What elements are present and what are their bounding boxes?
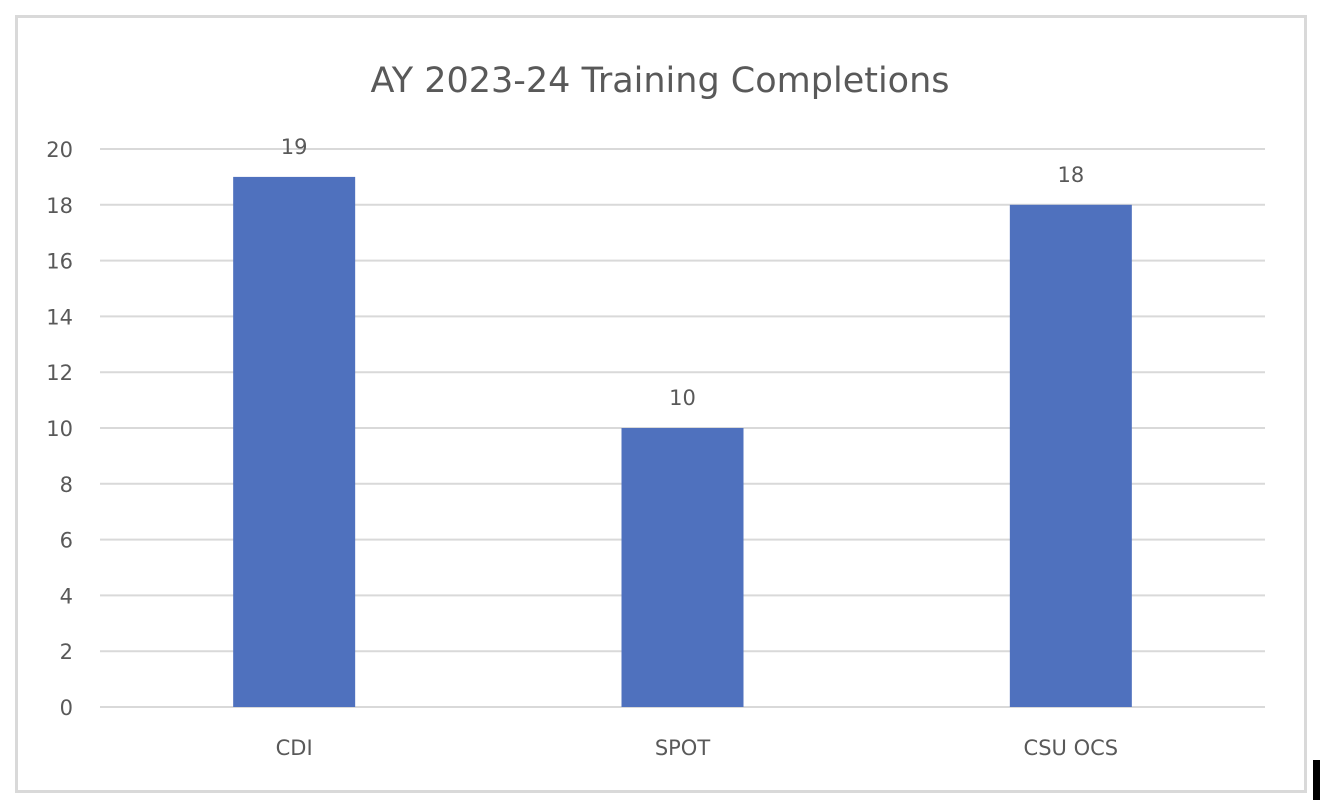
bar-cdi — [233, 176, 356, 707]
data-label: 19 — [281, 135, 308, 159]
x-tick-label: CSU OCS — [1024, 736, 1119, 760]
y-tick-label: 18 — [46, 194, 73, 218]
y-tick-label: 14 — [46, 305, 73, 329]
data-label: 10 — [669, 386, 696, 410]
y-tick-label: 8 — [60, 473, 73, 497]
data-label: 18 — [1057, 163, 1084, 187]
chart-frame — [15, 15, 1307, 793]
y-tick-label: 6 — [60, 529, 73, 553]
y-tick-label: 20 — [46, 138, 73, 162]
y-tick-label: 0 — [60, 696, 73, 720]
y-tick-label: 4 — [60, 584, 73, 608]
x-tick-label: CDI — [276, 736, 313, 760]
y-tick-label: 10 — [46, 417, 73, 441]
text-cursor-mark — [1313, 760, 1320, 800]
x-tick-label: SPOT — [655, 736, 711, 760]
chart-title: AY 2023-24 Training Completions — [370, 61, 949, 101]
bar-csu-ocs — [1009, 204, 1132, 708]
bar-spot — [621, 428, 744, 707]
y-tick-label: 16 — [46, 250, 73, 274]
y-tick-label: 2 — [60, 640, 73, 664]
y-tick-label: 12 — [46, 361, 73, 385]
